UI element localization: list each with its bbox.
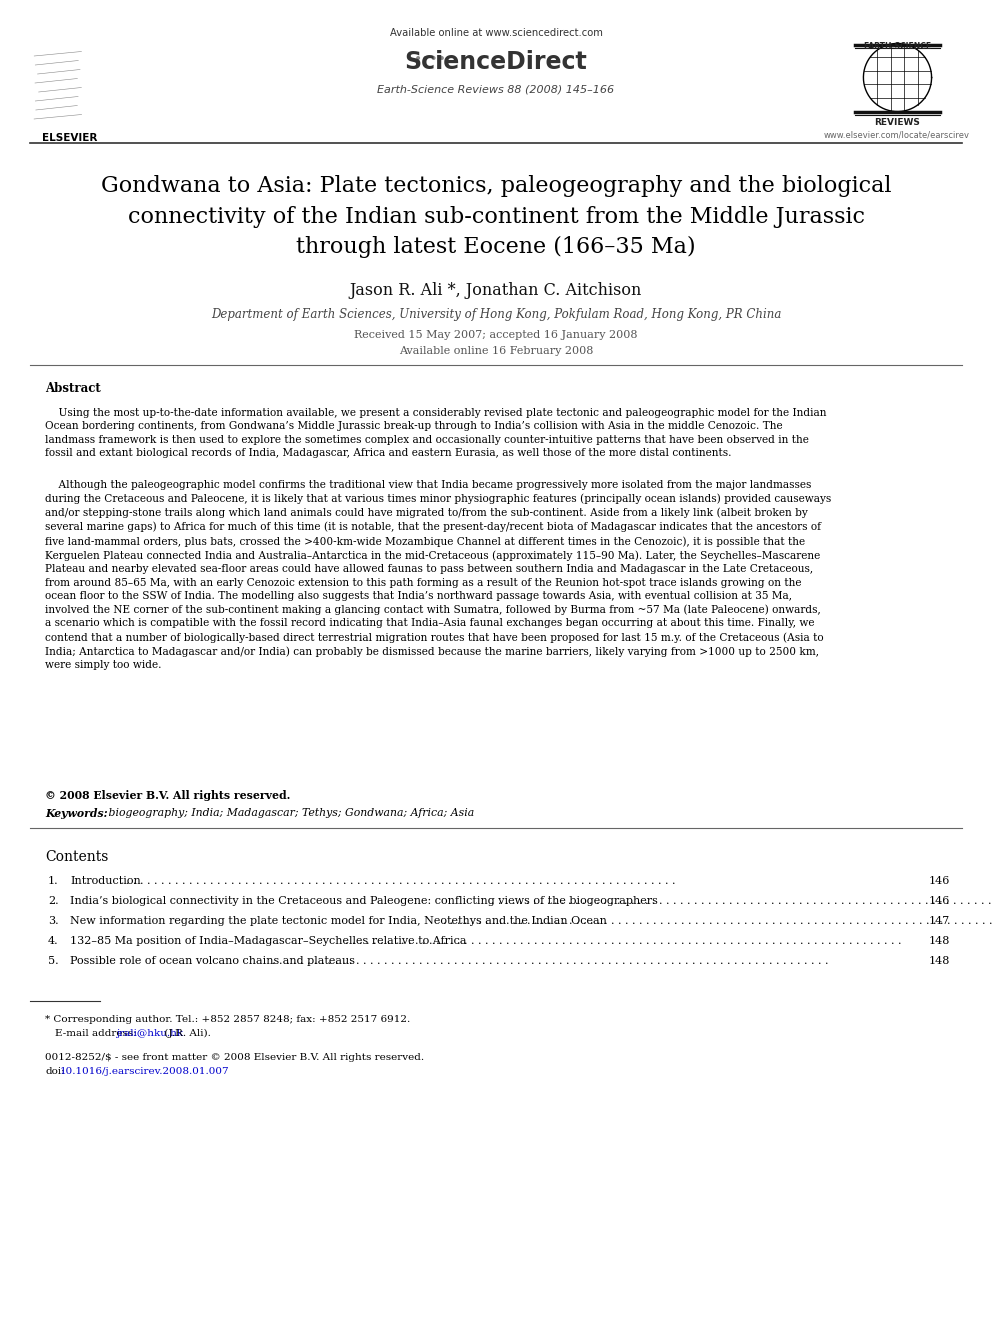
Text: Gondwana to Asia: Plate tectonics, paleogeography and the biological
connectivit: Gondwana to Asia: Plate tectonics, paleo… xyxy=(101,175,891,258)
Text: 146: 146 xyxy=(929,876,950,886)
Text: . . . . . . . . . . . . . . . . . . . . . . . . . . . . . . . . . . . . . . . . : . . . . . . . . . . . . . . . . . . . . … xyxy=(491,896,992,906)
Text: Jason R. Ali *, Jonathan C. Aitchison: Jason R. Ali *, Jonathan C. Aitchison xyxy=(350,282,642,299)
Text: 147: 147 xyxy=(929,916,950,926)
Text: Introduction: Introduction xyxy=(70,876,141,886)
Text: Contents: Contents xyxy=(45,849,108,864)
Text: ScienceDirect: ScienceDirect xyxy=(405,50,587,74)
Text: 146: 146 xyxy=(929,896,950,906)
Text: jrali@hku.hk: jrali@hku.hk xyxy=(116,1029,183,1039)
Text: Available online at www.sciencedirect.com: Available online at www.sciencedirect.co… xyxy=(390,28,602,38)
Text: 148: 148 xyxy=(929,935,950,946)
Text: . . . . . . . . . . . . . . . . . . . . . . . . . . . . . . . . . . . . . . . . : . . . . . . . . . . . . . . . . . . . . … xyxy=(442,916,992,926)
Text: Department of Earth Sciences, University of Hong Kong, Pokfulam Road, Hong Kong,: Department of Earth Sciences, University… xyxy=(211,308,781,321)
Text: Received 15 May 2007; accepted 16 January 2008: Received 15 May 2007; accepted 16 Januar… xyxy=(354,329,638,340)
Text: . . . . . . . . . . . . . . . . . . . . . . . . . . . . . . . . . . . . . . . . : . . . . . . . . . . . . . . . . . . . . … xyxy=(345,935,906,946)
Text: Using the most up-to-the-date information available, we present a considerably r: Using the most up-to-the-date informatio… xyxy=(45,407,826,458)
Text: Possible role of ocean volcano chains and plateaus: Possible role of ocean volcano chains an… xyxy=(70,957,355,966)
Text: E-mail address:: E-mail address: xyxy=(55,1029,140,1039)
Text: Available online 16 February 2008: Available online 16 February 2008 xyxy=(399,347,593,356)
Text: 2.: 2. xyxy=(48,896,59,906)
Text: biogeography; India; Madagascar; Tethys; Gondwana; Africa; Asia: biogeography; India; Madagascar; Tethys;… xyxy=(105,808,474,818)
Text: 4.: 4. xyxy=(48,935,59,946)
Text: 1.: 1. xyxy=(48,876,59,886)
Text: EARTH-SCIENCE: EARTH-SCIENCE xyxy=(863,42,931,52)
Text: 148: 148 xyxy=(929,957,950,966)
Text: Although the paleogeographic model confirms the traditional view that India beca: Although the paleogeographic model confi… xyxy=(45,480,831,669)
Text: 132–85 Ma position of India–Madagascar–Seychelles relative to Africa: 132–85 Ma position of India–Madagascar–S… xyxy=(70,935,466,946)
Text: India’s biological connectivity in the Cretaceous and Paleogene: conflicting vie: India’s biological connectivity in the C… xyxy=(70,896,658,906)
Text: REVIEWS: REVIEWS xyxy=(874,118,920,127)
Text: . . . . . . . . . . . . . . . . . . . . . . . . . . . . . . . . . . . . . . . . : . . . . . . . . . . . . . . . . . . . . … xyxy=(273,957,832,966)
Text: Keywords:: Keywords: xyxy=(45,808,107,819)
Text: . . . . . . . . . . . . . . . . . . . . . . . . . . . . . . . . . . . . . . . . : . . . . . . . . . . . . . . . . . . . . … xyxy=(119,876,679,886)
Text: ELSEVIER: ELSEVIER xyxy=(43,134,97,143)
Text: 5.: 5. xyxy=(48,957,59,966)
Text: © 2008 Elsevier B.V. All rights reserved.: © 2008 Elsevier B.V. All rights reserved… xyxy=(45,790,291,800)
Text: doi:: doi: xyxy=(45,1068,64,1076)
Text: (J.R. Ali).: (J.R. Ali). xyxy=(162,1029,211,1039)
Text: Earth-Science Reviews 88 (2008) 145–166: Earth-Science Reviews 88 (2008) 145–166 xyxy=(377,85,615,95)
Text: Abstract: Abstract xyxy=(45,382,101,396)
Text: 3.: 3. xyxy=(48,916,59,926)
Text: ••••: •••• xyxy=(414,52,446,66)
Text: www.elsevier.com/locate/earscirev: www.elsevier.com/locate/earscirev xyxy=(824,130,970,139)
Text: 0012-8252/$ - see front matter © 2008 Elsevier B.V. All rights reserved.: 0012-8252/$ - see front matter © 2008 El… xyxy=(45,1053,425,1062)
Text: * Corresponding author. Tel.: +852 2857 8248; fax: +852 2517 6912.: * Corresponding author. Tel.: +852 2857 … xyxy=(45,1015,411,1024)
Text: 10.1016/j.earscirev.2008.01.007: 10.1016/j.earscirev.2008.01.007 xyxy=(61,1068,230,1076)
Text: New information regarding the plate tectonic model for India, Neotethys and the : New information regarding the plate tect… xyxy=(70,916,607,926)
